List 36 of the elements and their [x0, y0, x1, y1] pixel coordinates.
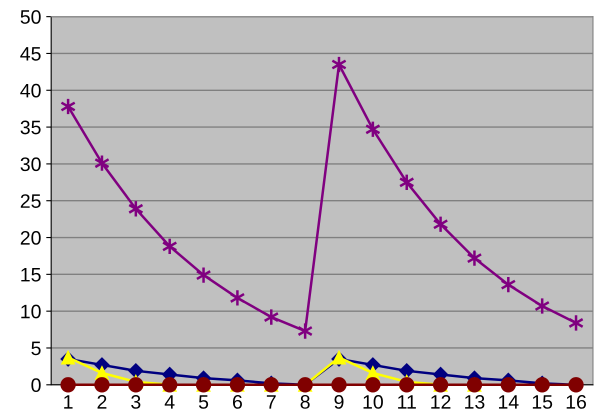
x-tick-label: 8	[300, 395, 310, 409]
x-tick-label: 11	[398, 395, 416, 409]
point	[399, 363, 414, 378]
point	[128, 363, 144, 378]
x-tick-label: 13	[465, 395, 484, 409]
x-tick-label: 12	[431, 395, 450, 409]
x-tick-label: 16	[566, 395, 586, 409]
x-tick-label: 5	[198, 395, 208, 409]
point	[60, 377, 76, 392]
x-tick-label: 9	[334, 395, 344, 409]
point	[365, 377, 381, 392]
point	[331, 377, 347, 392]
point	[399, 377, 414, 392]
x-tick-label: 14	[498, 395, 519, 409]
y-tick-label: 15	[21, 268, 41, 282]
point	[128, 377, 144, 392]
y-tick-label: 20	[20, 231, 41, 245]
x-tick-label: 7	[266, 395, 276, 409]
y-tick-label: 35	[20, 120, 41, 134]
y-tick-label: 45	[20, 47, 41, 61]
y-tick-label: 10	[21, 304, 41, 318]
y-tick-label: 40	[20, 84, 41, 98]
y-tick-label: 30	[20, 157, 41, 172]
point	[500, 377, 516, 392]
y-tick-label: 5	[31, 342, 41, 356]
x-tick-label: 2	[98, 395, 106, 409]
x-tick-label: 1	[64, 395, 73, 409]
x-tick-label: 10	[364, 395, 383, 409]
x-tick-label: 3	[131, 395, 140, 409]
x-tick-label: 15	[532, 395, 552, 409]
point	[94, 377, 110, 392]
y-tick-label: 25	[20, 194, 41, 208]
y-tick-label: 0	[31, 378, 41, 392]
x-tick-label: 4	[164, 395, 175, 409]
y-tick-label: 50	[20, 10, 41, 24]
x-tick-label: 6	[232, 395, 242, 409]
